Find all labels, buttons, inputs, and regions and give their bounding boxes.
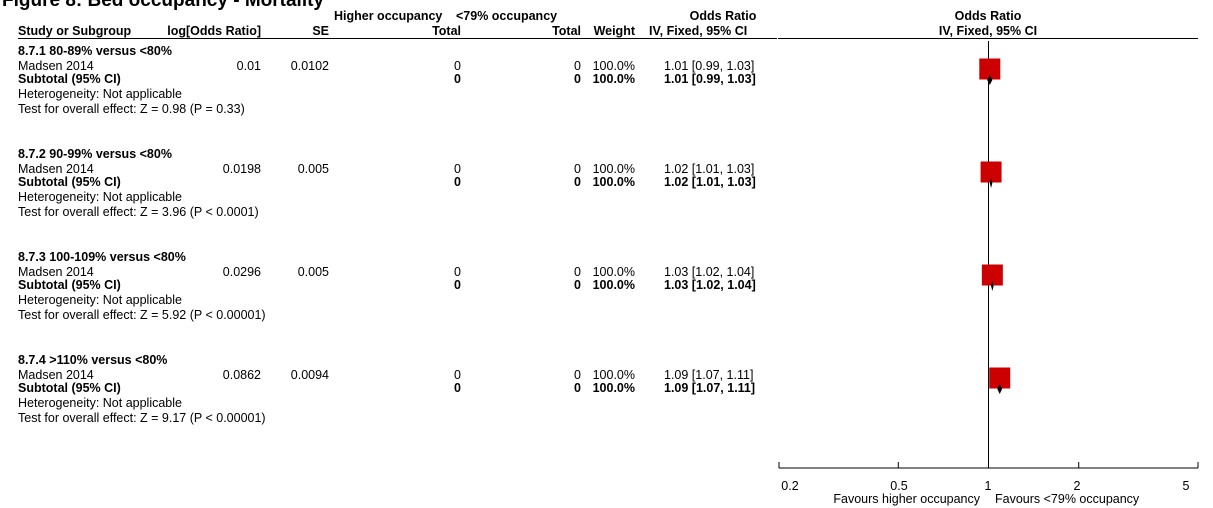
heterogeneity-text: Heterogeneity: Not applicable [18, 396, 182, 410]
study-ci: 1.03 [1.02, 1.04] [664, 265, 755, 279]
subgroup-heading: 8.7.3 100-109% versus <80% [18, 250, 186, 264]
study-se: 0.0102 [290, 59, 329, 73]
favours-right-label: Favours <79% occupancy [995, 492, 1140, 506]
subtotal-total-higher: 0 [454, 381, 461, 395]
total-lower-header: Total [552, 24, 581, 38]
study-total-higher: 0 [454, 59, 461, 73]
study-ci: 1.02 [1.01, 1.03] [664, 162, 755, 176]
overall-effect-text: Test for overall effect: Z = 5.92 (P < 0… [18, 308, 266, 322]
subtotal-weight: 100.0% [592, 278, 635, 292]
subtotal-ci: 1.03 [1.02, 1.04] [664, 278, 756, 292]
subgroup-heading: 8.7.4 >110% versus <80% [18, 353, 168, 367]
heterogeneity-text: Heterogeneity: Not applicable [18, 190, 182, 204]
study-col-header: Study or Subgroup [18, 24, 132, 38]
or-method-header: IV, Fixed, 95% CI [649, 24, 748, 38]
subtotal-diamond [987, 75, 993, 85]
tick-label-2: 1 [984, 479, 992, 493]
logor-col-header: log[Odds Ratio] [167, 24, 261, 38]
subtotal-weight: 100.0% [592, 175, 635, 189]
subtotal-total-higher: 0 [454, 72, 461, 86]
study-se: 0.0094 [290, 368, 329, 382]
study-name: Madsen 2014 [18, 265, 94, 279]
subtotal-total-higher: 0 [454, 278, 461, 292]
subtotal-total-higher: 0 [454, 175, 461, 189]
heterogeneity-text: Heterogeneity: Not applicable [18, 293, 182, 307]
subtotal-total-lower: 0 [574, 175, 581, 189]
study-name: Madsen 2014 [18, 368, 94, 382]
group-higher-header: Higher occupancy [334, 9, 443, 23]
subtotal-total-lower: 0 [574, 381, 581, 395]
subtotal-total-lower: 0 [574, 72, 581, 86]
study-name: Madsen 2014 [18, 59, 94, 73]
study-marker [989, 367, 1011, 389]
study-logor: 0.0198 [222, 162, 261, 176]
subtotal-weight: 100.0% [592, 72, 635, 86]
study-total-higher: 0 [454, 265, 461, 279]
subtotal-label: Subtotal (95% CI) [18, 72, 121, 86]
subtotal-ci: 1.02 [1.01, 1.03] [664, 175, 756, 189]
subtotal-ci: 1.09 [1.07, 1.11] [664, 381, 756, 395]
study-weight: 100.0% [592, 265, 635, 279]
study-ci: 1.01 [0.99, 1.03] [664, 59, 755, 73]
study-ci: 1.09 [1.07, 1.11] [664, 368, 754, 382]
overall-effect-text: Test for overall effect: Z = 9.17 (P < 0… [18, 411, 266, 425]
subtotal-weight: 100.0% [592, 381, 635, 395]
study-total-lower: 0 [574, 59, 581, 73]
subtotal-total-lower: 0 [574, 278, 581, 292]
study-weight: 100.0% [592, 368, 635, 382]
subgroup-heading: 8.7.2 90-99% versus <80% [18, 147, 172, 161]
subtotal-label: Subtotal (95% CI) [18, 381, 121, 395]
heterogeneity-text: Heterogeneity: Not applicable [18, 87, 182, 101]
study-se: 0.005 [297, 162, 329, 176]
study-logor: 0.0296 [222, 265, 261, 279]
or-header: Odds Ratio [689, 9, 757, 23]
study-total-higher: 0 [454, 162, 461, 176]
header-rule-right [778, 38, 1198, 39]
tick-label-3: 2 [1073, 479, 1081, 493]
subtotal-label: Subtotal (95% CI) [18, 175, 121, 189]
subgroup-heading: 8.7.1 80-89% versus <80% [18, 44, 172, 58]
study-total-higher: 0 [454, 368, 461, 382]
total-higher-header: Total [432, 24, 461, 38]
study-weight: 100.0% [592, 162, 635, 176]
study-total-lower: 0 [574, 162, 581, 176]
weight-header: Weight [593, 24, 635, 38]
study-name: Madsen 2014 [18, 162, 94, 176]
study-se: 0.005 [297, 265, 329, 279]
subtotal-ci: 1.01 [0.99, 1.03] [664, 72, 756, 86]
tick-label-4: 5 [1182, 479, 1190, 493]
subtotal-diamond [997, 384, 1003, 394]
overall-effect-text: Test for overall effect: Z = 3.96 (P < 0… [18, 205, 259, 219]
subtotal-label: Subtotal (95% CI) [18, 278, 121, 292]
subtotal-diamond [989, 178, 993, 188]
study-marker [979, 58, 1001, 80]
study-logor: 0.0862 [222, 368, 261, 382]
study-weight: 100.0% [592, 59, 635, 73]
figure-title: Figure 8: Bed occupancy - Mortality [2, 0, 324, 11]
subtotal-diamond [991, 281, 994, 291]
plot-header: Odds Ratio [954, 9, 1022, 23]
study-total-lower: 0 [574, 368, 581, 382]
study-logor: 0.01 [236, 59, 261, 73]
overall-effect-text: Test for overall effect: Z = 0.98 (P = 0… [18, 102, 245, 116]
study-marker [980, 161, 1002, 183]
header-rule-left [18, 38, 777, 39]
study-total-lower: 0 [574, 265, 581, 279]
study-marker [981, 264, 1003, 286]
plot-method-header: IV, Fixed, 95% CI [938, 24, 1038, 38]
favours-left-label: Favours higher occupancy [833, 492, 980, 506]
tick-label-1: 0.5 [890, 479, 908, 493]
se-col-header: SE [312, 24, 329, 38]
tick-label-0: 0.2 [781, 479, 799, 493]
group-lower-header: <79% occupancy [456, 9, 558, 23]
